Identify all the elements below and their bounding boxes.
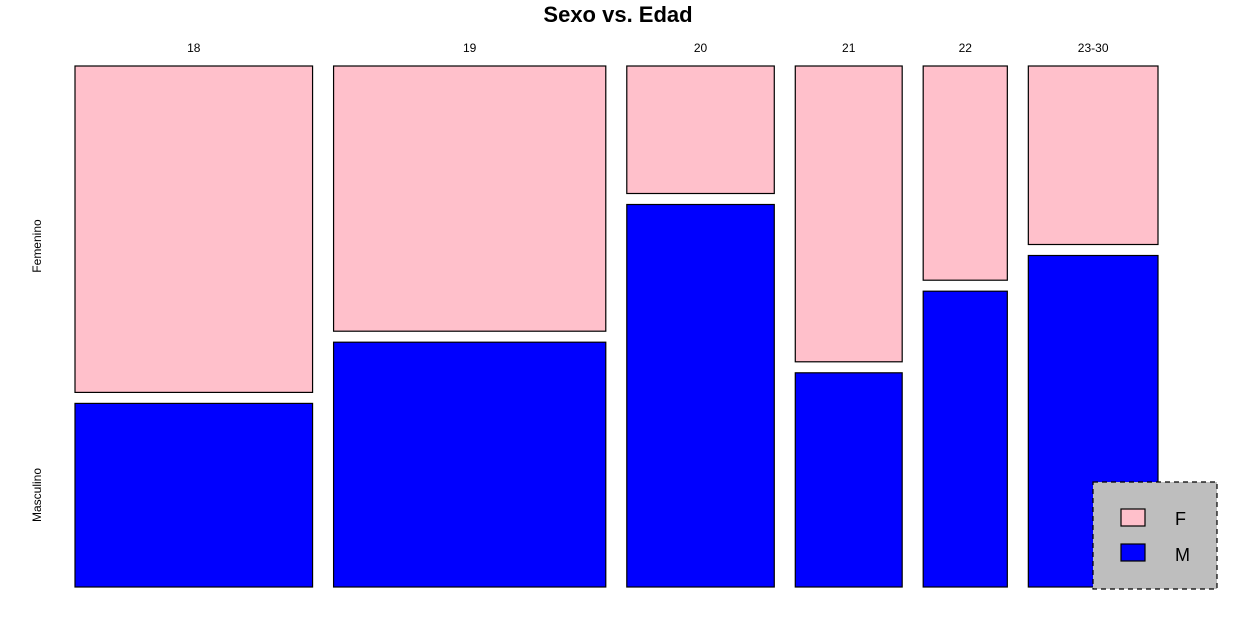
tile-22-f (922, 65, 1008, 281)
chart-title: Sexo vs. Edad (543, 2, 692, 27)
tile-21-f (794, 65, 903, 363)
tile-20-m (626, 203, 775, 588)
row-labels: Femenino Masculino (30, 219, 44, 522)
legend-label-m: M (1175, 545, 1190, 565)
column-label-20: 20 (694, 41, 708, 55)
tile-18-f (74, 65, 314, 393)
legend-label-f: F (1175, 509, 1186, 529)
mosaic-tiles (74, 65, 1159, 588)
row-label-masculino: Masculino (30, 468, 44, 522)
row-label-femenino: Femenino (30, 219, 44, 273)
legend-swatch-f (1120, 508, 1146, 527)
legend: F M (1092, 481, 1218, 590)
column-label-22: 22 (959, 41, 973, 55)
column-label-19: 19 (463, 41, 477, 55)
column-labels: 18 19 20 21 22 23-30 (187, 41, 1109, 55)
column-label-23-30: 23-30 (1078, 41, 1109, 55)
tile-23-30-f (1027, 65, 1159, 246)
legend-box (1092, 481, 1218, 590)
legend-swatch-m (1120, 543, 1146, 562)
tile-22-m (922, 290, 1008, 588)
column-label-18: 18 (187, 41, 201, 55)
tile-18-m (74, 402, 314, 588)
tile-20-f (626, 65, 775, 195)
column-label-21: 21 (842, 41, 856, 55)
tile-19-f (332, 65, 607, 332)
tile-19-m (332, 341, 607, 588)
tile-21-m (794, 372, 903, 588)
